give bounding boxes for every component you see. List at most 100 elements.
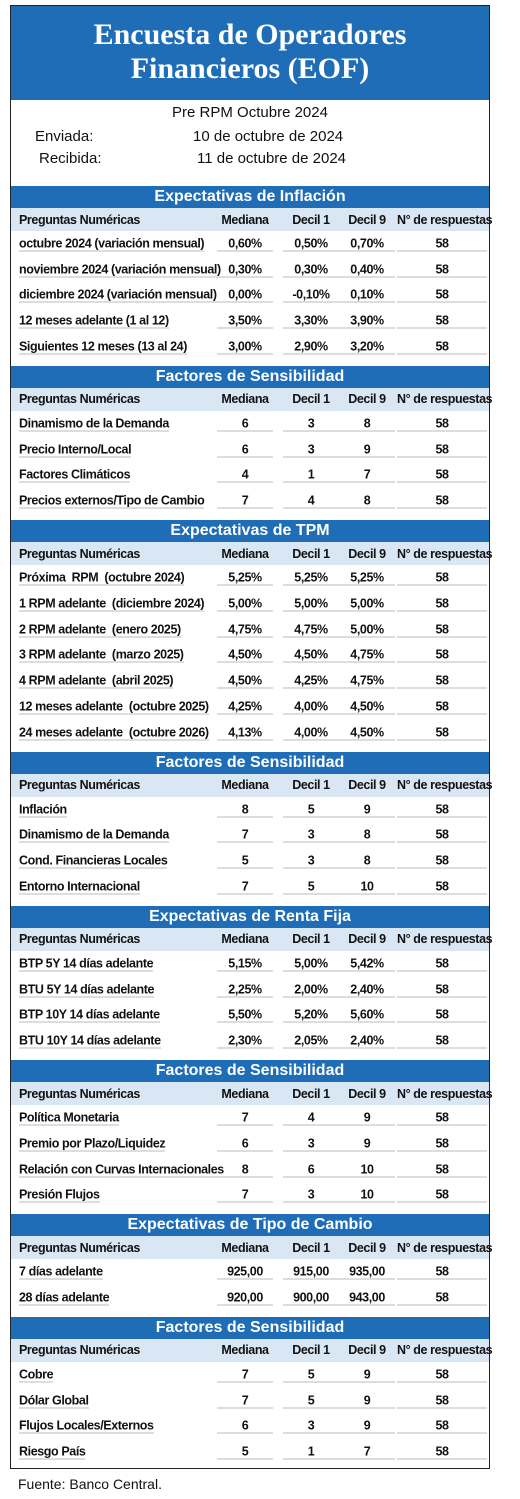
cell: 3 <box>283 854 339 869</box>
column-header-row: Preguntas Numéricas Mediana Decil 1 Decil 9… <box>11 208 493 231</box>
cell: 900,00 <box>283 1291 339 1306</box>
column-header: N° de respuestas <box>397 392 493 407</box>
table-row: BTP 5Y 14 días adelante 5,15% 5,00% 5,42% 58 <box>11 951 489 977</box>
table-row: BTU 5Y 14 días adelante 2,25% 2,00% 2,40% 58 <box>11 977 489 1003</box>
table-row: Premio por Plazo/Liquidez 6 3 9 58 <box>11 1131 489 1157</box>
cell: 4,00% <box>283 725 339 741</box>
cell: Precios externos/Tipo de Cambio <box>19 493 205 509</box>
cell: diciembre 2024 (variación mensual) <box>19 287 217 303</box>
cell: 9 <box>339 1393 395 1409</box>
cell: 5,00% <box>339 622 395 638</box>
cell: 6 <box>217 1136 273 1152</box>
table-row: BTU 10Y 14 días adelante 2,30% 2,05% 2,40% 5… <box>11 1028 489 1054</box>
info-block: Pre RPM Octubre 2024 Enviada: 10 de octu… <box>11 100 489 186</box>
cell: 9 <box>339 1367 395 1383</box>
cell: 58 <box>397 1445 487 1460</box>
column-header-row: Preguntas Numéricas Mediana Decil 1 Decil 9… <box>11 773 493 797</box>
cell: 5,00% <box>339 596 395 612</box>
cell: 0,50% <box>283 236 339 252</box>
column-header-row: Preguntas Numéricas Mediana Decil 1 Decil 9… <box>11 1082 493 1106</box>
column-header: Preguntas Numéricas <box>19 392 140 407</box>
cell: 58 <box>397 880 487 895</box>
cell: 0,10% <box>339 288 395 303</box>
cell: Dinamismo de la Demanda <box>19 827 169 843</box>
cell: 9 <box>339 802 395 818</box>
cell: 4,75% <box>339 648 395 663</box>
table-row: Entorno Internacional 7 5 10 58 <box>11 874 489 900</box>
cell: Flujos Locales/Externos <box>19 1418 154 1434</box>
cell: 3 <box>283 828 339 843</box>
cell: 58 <box>397 262 487 278</box>
cell: 3 <box>283 416 339 432</box>
column-header: Mediana <box>221 1343 269 1358</box>
document: Encuesta de Operadores Financieros (EOF)… <box>10 5 493 1469</box>
cell: 1 <box>283 1445 339 1460</box>
cell: 2,30% <box>217 1034 273 1049</box>
section-header: Factores de Sensibilidad <box>11 1316 489 1339</box>
cell: Cobre <box>19 1367 54 1383</box>
cell: 4,75% <box>217 622 273 638</box>
cell: 58 <box>397 1188 487 1203</box>
table-row: Inflación 8 5 9 58 <box>11 797 489 823</box>
table-row: Relación con Curvas Internacionales 8 6 10 5… <box>11 1157 489 1183</box>
cell: 0,60% <box>217 236 273 252</box>
cell: 9 <box>339 442 395 458</box>
column-header: N° de respuestas <box>397 546 493 561</box>
table-row: 28 días adelante 920,00 900,00 943,00 58 <box>11 1285 489 1311</box>
cell: 0,70% <box>339 236 395 252</box>
cell: 3,20% <box>339 340 395 355</box>
cell: 4,25% <box>217 700 273 715</box>
cell: 58 <box>397 571 487 586</box>
cell: 58 <box>397 674 487 689</box>
cell: 5,25% <box>283 571 339 586</box>
table-row: Factores Climáticos 4 1 7 58 <box>11 463 489 489</box>
cell: Siguientes 12 meses (13 al 24) <box>19 339 187 355</box>
cell: 6 <box>217 416 273 432</box>
cell: 3 <box>283 1188 339 1203</box>
cell: 58 <box>397 1008 487 1023</box>
cell: 4,25% <box>283 674 339 689</box>
column-header: Decil 1 <box>292 1086 330 1101</box>
table-row: octubre 2024 (variación mensual) 0,60% 0,5… <box>11 231 489 257</box>
table-row: Cond. Financieras Locales 5 3 8 58 <box>11 848 489 874</box>
table-row: diciembre 2024 (variación mensual) 0,00% -… <box>11 283 489 309</box>
table-row: Siguientes 12 meses (13 al 24) 3,00% 2,90%… <box>11 334 489 360</box>
cell: 7 días adelante <box>19 1264 103 1280</box>
column-header: N° de respuestas <box>397 778 493 793</box>
cell: BTU 10Y 14 días adelante <box>19 1033 161 1049</box>
column-header: Decil 9 <box>348 1343 386 1358</box>
column-header: Decil 1 <box>292 392 330 407</box>
cell: 10 <box>339 1188 395 1203</box>
cell: 2,40% <box>339 982 395 998</box>
cell: 58 <box>397 468 487 483</box>
column-header-row: Preguntas Numéricas Mediana Decil 1 Decil 9… <box>11 1338 493 1362</box>
cell: noviembre 2024 (variación mensual) <box>19 262 221 278</box>
cell: 9 <box>339 1111 395 1126</box>
cell: 5 <box>283 1393 339 1409</box>
cell: 8 <box>339 828 395 843</box>
cell: 2,90% <box>283 340 339 355</box>
cell: 7 <box>217 1111 273 1126</box>
cell: 5,25% <box>217 571 273 586</box>
column-header: Decil 9 <box>348 546 386 561</box>
cell: 58 <box>397 828 487 843</box>
column-header: Preguntas Numéricas <box>19 778 140 793</box>
cell: BTP 10Y 14 días adelante <box>19 1007 160 1023</box>
cell: 5,60% <box>339 1008 395 1023</box>
cell: 4,50% <box>217 648 273 663</box>
column-header: Decil 1 <box>292 546 330 561</box>
cell: 7 <box>217 1367 273 1383</box>
cell: 5 <box>283 802 339 818</box>
cell: 7 <box>217 1188 273 1203</box>
cell: 915,00 <box>283 1265 339 1280</box>
cell: 58 <box>397 1291 487 1306</box>
column-header-row: Preguntas Numéricas Mediana Decil 1 Decil 9… <box>11 1236 493 1260</box>
cell: Cond. Financieras Locales <box>19 853 168 869</box>
title-box: Encuesta de Operadores Financieros (EOF) <box>11 6 489 100</box>
cell: 4 RPM adelante (abril 2025) <box>19 673 174 689</box>
column-header: Decil 1 <box>292 1343 330 1358</box>
column-header: N° de respuestas <box>397 932 493 947</box>
column-header: Decil 1 <box>292 1240 330 1255</box>
table-row: Riesgo País 5 1 7 58 <box>11 1439 489 1465</box>
cell: Riesgo País <box>19 1444 86 1460</box>
